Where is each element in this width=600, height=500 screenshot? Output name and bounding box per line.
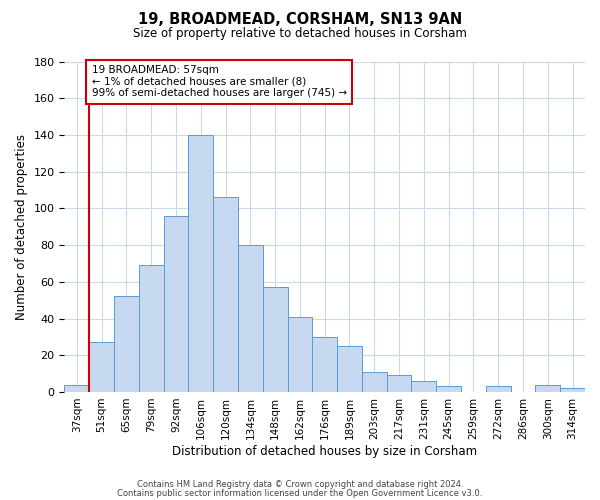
Bar [287,316,313,392]
Bar [412,381,436,392]
Bar [560,388,585,392]
Bar [164,216,188,392]
Bar [238,245,263,392]
Bar [386,376,412,392]
Y-axis label: Number of detached properties: Number of detached properties [15,134,28,320]
Text: 19, BROADMEAD, CORSHAM, SN13 9AN: 19, BROADMEAD, CORSHAM, SN13 9AN [138,12,462,28]
Bar [188,135,213,392]
X-axis label: Distribution of detached houses by size in Corsham: Distribution of detached houses by size … [172,444,477,458]
Bar [89,342,114,392]
Text: Size of property relative to detached houses in Corsham: Size of property relative to detached ho… [133,28,467,40]
Bar [486,386,511,392]
Bar [362,372,386,392]
Text: Contains public sector information licensed under the Open Government Licence v3: Contains public sector information licen… [118,488,482,498]
Bar [337,346,362,392]
Bar [213,198,238,392]
Bar [64,384,89,392]
Text: 19 BROADMEAD: 57sqm
← 1% of detached houses are smaller (8)
99% of semi-detached: 19 BROADMEAD: 57sqm ← 1% of detached hou… [92,65,347,98]
Bar [139,266,164,392]
Bar [436,386,461,392]
Bar [263,288,287,392]
Bar [535,384,560,392]
Bar [313,337,337,392]
Bar [114,296,139,392]
Text: Contains HM Land Registry data © Crown copyright and database right 2024.: Contains HM Land Registry data © Crown c… [137,480,463,489]
